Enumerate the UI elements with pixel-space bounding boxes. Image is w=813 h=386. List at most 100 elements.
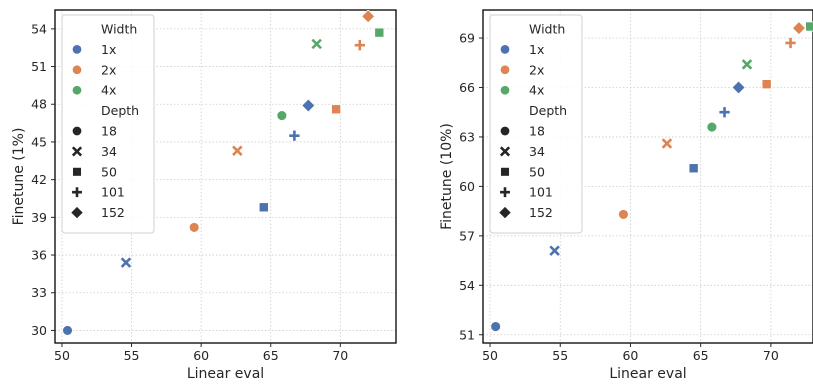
x-tick-label: 70 (332, 348, 348, 363)
y-tick-label: 54 (459, 278, 475, 293)
point-w4x-d34 (311, 38, 322, 50)
point-w4x-d18-shape (276, 110, 288, 121)
legend-marker-depth-18-shape (499, 125, 511, 137)
point-w2x-d18-shape (618, 209, 629, 220)
legend-box (489, 14, 583, 234)
legend-depth-label: 101 (101, 185, 125, 200)
x-tick-label: 60 (193, 348, 209, 363)
y-tick-label: 51 (459, 327, 475, 342)
legend-marker-1x (499, 44, 511, 55)
point-w2x-d101 (785, 37, 796, 49)
y-tick-label: 66 (459, 80, 475, 95)
point-w1x-d50-shape (688, 163, 699, 174)
legend-depth-label: 18 (101, 124, 117, 139)
legend-marker-4x-shape (71, 85, 83, 96)
point-w1x-d152-shape (731, 80, 746, 95)
legend-depth-title: Depth (529, 103, 567, 118)
point-w2x-d50-shape (331, 104, 342, 115)
legend-width-label: 1x (101, 42, 116, 57)
legend-marker-depth-152 (498, 205, 512, 220)
y-axis-label: Finetune (10%) (439, 123, 455, 230)
legend-marker-depth-18 (71, 125, 83, 137)
plot-frame (482, 9, 813, 344)
y-tick-label: 30 (31, 323, 47, 338)
legend-marker-4x (499, 85, 511, 96)
legend-marker-2x (71, 64, 83, 75)
point-w2x-d152-shape (791, 21, 807, 36)
point-w1x-d34 (120, 257, 132, 268)
x-tick-label: 65 (263, 348, 279, 363)
legend-width-title: Width (529, 22, 565, 37)
point-w2x-d18 (618, 209, 629, 220)
y-tick-label: 45 (31, 134, 47, 149)
legend-width-label: 4x (529, 83, 544, 98)
point-w1x-d18 (62, 325, 73, 336)
legend-depth-label: 50 (529, 164, 545, 179)
x-tick-label: 50 (54, 348, 70, 363)
ticks: 50 55 60 65 70 51 54 57 60 63 66 69 (459, 31, 779, 363)
point-w4x-d50 (374, 27, 385, 38)
legend-width-label: 1x (529, 42, 544, 57)
legend-marker-depth-101 (500, 187, 510, 198)
legend-marker-depth-50 (500, 166, 510, 177)
point-w1x-d18 (490, 321, 502, 332)
ticks: 50 55 60 65 70 30 33 36 39 42 45 48 51 54 (31, 21, 348, 363)
legend-marker-depth-101 (72, 187, 82, 198)
chart-finetune-10pct: 50 55 60 65 70 51 54 57 60 63 66 69 Linear eval Finet… (439, 9, 813, 382)
legend-width-label: 4x (101, 83, 116, 98)
legend-marker-depth-18-shape (71, 125, 83, 137)
point-w1x-d34-shape (120, 257, 132, 268)
legend-depth-label: 34 (529, 144, 545, 159)
legend-width-title: Width (101, 22, 137, 37)
legend-marker-2x (499, 64, 511, 75)
y-tick-label: 33 (31, 285, 47, 300)
x-tick-label: 70 (763, 348, 779, 363)
x-axis-label: Linear eval (187, 366, 264, 381)
gridlines (483, 10, 813, 343)
plot-frame (54, 9, 397, 344)
legend-depth-label: 101 (529, 185, 553, 200)
legend-marker-1x-shape (71, 44, 83, 55)
point-w1x-d101-shape (289, 130, 300, 141)
x-tick-label: 65 (693, 348, 709, 363)
legend-marker-depth-101-shape (500, 187, 510, 198)
point-w4x-d50-shape (805, 21, 813, 32)
point-w2x-d34-shape (232, 145, 243, 156)
legend-marker-depth-34-shape (71, 146, 83, 157)
point-w2x-d34 (232, 145, 243, 156)
point-w2x-d34 (661, 138, 673, 149)
y-tick-label: 42 (31, 172, 47, 187)
point-w1x-d50 (258, 202, 269, 213)
x-tick-label: 55 (552, 348, 568, 363)
data-points (490, 21, 813, 332)
legend-marker-depth-50-shape (500, 166, 510, 177)
legend-width-label: 2x (529, 62, 544, 77)
legend-marker-depth-152 (70, 205, 84, 220)
y-axis-label: Finetune (1%) (11, 128, 27, 226)
legend-marker-4x-shape (499, 85, 511, 96)
point-w1x-d101 (719, 107, 730, 118)
legend-marker-depth-152-shape (70, 205, 84, 220)
x-tick-label: 50 (482, 348, 498, 363)
point-w4x-d18 (706, 121, 718, 133)
point-w1x-d34 (549, 245, 560, 256)
legend-depth-label: 34 (101, 144, 117, 159)
point-w4x-d18 (276, 110, 288, 121)
legend-marker-2x-shape (71, 64, 83, 75)
y-tick-label: 69 (459, 31, 475, 46)
legend: Width 1x 2x 4x Depth 18 34 50 101 152 (489, 14, 583, 234)
point-w1x-d101 (289, 130, 300, 141)
point-w4x-d18-shape (706, 121, 718, 133)
point-w2x-d50-shape (761, 79, 772, 90)
legend-marker-depth-152-shape (498, 205, 512, 220)
point-w2x-d152-shape (361, 10, 376, 24)
point-w1x-d18-shape (62, 325, 73, 336)
point-w1x-d50-shape (258, 202, 269, 213)
chart-finetune-1pct: 50 55 60 65 70 30 33 36 39 42 45 48 51 54 Linear eval F… (11, 9, 397, 382)
point-w1x-d152 (731, 80, 746, 95)
point-w4x-d34 (741, 59, 753, 70)
legend-marker-1x-shape (499, 44, 511, 55)
point-w2x-d34-shape (661, 138, 673, 149)
y-tick-label: 36 (31, 248, 47, 263)
